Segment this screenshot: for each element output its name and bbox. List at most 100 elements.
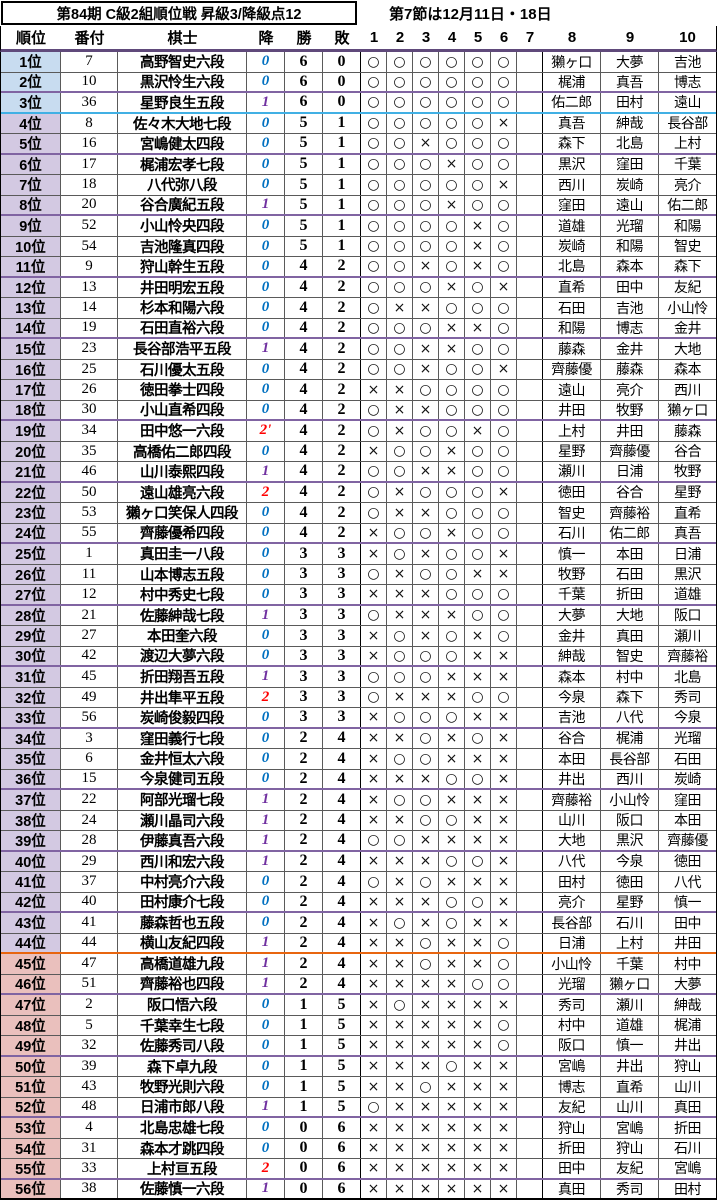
number-cell: 1	[61, 544, 118, 564]
round-9-opponent: 井出	[601, 1056, 659, 1076]
loss-mark: ×	[419, 1160, 432, 1177]
loss-mark: ×	[367, 1160, 380, 1177]
wins-value: 5	[299, 155, 308, 173]
loss-mark: ×	[419, 853, 432, 870]
wins-value: 2	[299, 913, 308, 931]
win-mark: ○	[471, 115, 484, 132]
loss-mark: ×	[419, 689, 432, 706]
round-1-result: ○	[361, 154, 387, 174]
round-1-result: ○	[361, 872, 387, 892]
loss-mark: ×	[445, 156, 458, 173]
round-4-result: ○	[439, 421, 465, 441]
opponent-name: 道雄	[674, 588, 702, 604]
round-6-result: ×	[491, 1118, 517, 1138]
rank-cell: 18位	[1, 400, 61, 419]
demotion-points: 0	[261, 647, 270, 664]
demotion-points: 0	[261, 114, 270, 131]
loss-mark: ×	[471, 1017, 484, 1034]
loss-mark: ×	[497, 709, 510, 726]
round-9-opponent: 星野	[601, 892, 659, 911]
player-name: 上村亘五段	[147, 1161, 218, 1178]
round-7-result	[517, 933, 543, 952]
win-mark: ○	[419, 730, 432, 747]
loss-mark: ×	[497, 1160, 510, 1177]
demotion-points: 1	[261, 668, 270, 685]
wins-value: 4	[299, 257, 308, 275]
round-1-result: ○	[361, 236, 387, 256]
round-2-result: ×	[387, 400, 413, 419]
number-cell: 20	[61, 195, 118, 214]
win-mark: ○	[367, 484, 380, 501]
wins-cell: 1	[285, 1015, 323, 1035]
player-name: 徳田拳士四段	[140, 383, 225, 400]
round-2-result: ×	[387, 605, 413, 625]
losses-value: 2	[337, 318, 346, 336]
round-3-result: ○	[413, 380, 439, 400]
opponent-name: 井田	[674, 936, 702, 952]
win-mark: ○	[445, 504, 458, 521]
round-3-result: ×	[413, 462, 439, 481]
round-6-result: ×	[491, 790, 517, 810]
round-4-result: ○	[439, 400, 465, 419]
number-cell: 31	[61, 1138, 118, 1158]
demotion-points: 0	[261, 73, 270, 90]
loss-mark: ×	[471, 709, 484, 726]
wins-cell: 2	[285, 769, 323, 788]
wins-cell: 2	[285, 954, 323, 974]
wins-value: 5	[299, 175, 308, 193]
demotion-cell: 1	[247, 195, 285, 214]
losses-cell: 6	[323, 1138, 361, 1158]
table-row: 46位 51 齊藤裕也四段 1 2 4 × × × × ○ ○ 光瑠 獺ヶ口 大夢	[1, 974, 716, 995]
loss-mark: ×	[367, 750, 380, 767]
loss-mark: ×	[419, 1058, 432, 1075]
round-9-opponent: 井田	[601, 421, 659, 441]
opponent-name: 八代	[616, 711, 644, 727]
opponent-name: 田村	[616, 96, 644, 112]
player-name: 阪口悟六段	[147, 998, 218, 1015]
round-1-result: ○	[361, 113, 387, 133]
opponent-name: 博志	[616, 321, 644, 337]
round-10-opponent: 井出	[659, 1036, 716, 1055]
losses-cell: 2	[323, 277, 361, 297]
round-8-opponent: 遠山	[543, 380, 601, 400]
wins-cell: 2	[285, 872, 323, 892]
round-9-opponent: 田村	[601, 93, 659, 112]
losses-cell: 2	[323, 318, 361, 337]
win-mark: ○	[419, 238, 432, 255]
demotion-cell: 0	[247, 913, 285, 933]
table-row: 35位 6 金井恒太六段 0 2 4 × ○ ○ × × × 本田 長谷部 石田	[1, 749, 716, 770]
win-mark: ○	[497, 1037, 510, 1054]
loss-mark: ×	[419, 1140, 432, 1157]
round-2-result: ○	[387, 544, 413, 564]
round-1-result: ○	[361, 687, 387, 707]
round-6-result: ○	[491, 257, 517, 276]
loss-mark: ×	[367, 1017, 380, 1034]
round-7-result	[517, 1056, 543, 1076]
win-mark: ○	[445, 217, 458, 234]
number-label: 50	[81, 483, 97, 500]
win-mark: ○	[393, 647, 406, 664]
rank-cell: 11位	[1, 257, 61, 276]
wins-value: 2	[299, 933, 308, 951]
round-5-result: ×	[465, 810, 491, 830]
round-7-result	[517, 359, 543, 379]
rank-label: 16位	[15, 362, 46, 379]
table-row: 24位 55 齊藤優希四段 0 4 2 × ○ ○ × ○ ○ 石川 佑二郎 真吾	[1, 523, 716, 544]
number-cell: 17	[61, 154, 118, 174]
loss-mark: ×	[471, 1098, 484, 1115]
round-3-result: ○	[413, 421, 439, 441]
player-name: 田村康介七段	[140, 895, 225, 911]
losses-cell: 4	[323, 872, 361, 892]
demotion-cell: 0	[247, 728, 285, 748]
wins-cell: 3	[285, 667, 323, 687]
win-mark: ○	[497, 319, 510, 336]
round-3-result: ×	[413, 913, 439, 933]
table-row: 3位 36 星野良生五段 1 6 0 ○ ○ ○ ○ ○ ○ 佑二郎 田村 遠山	[1, 93, 716, 114]
round-4-result: ○	[439, 72, 465, 91]
win-mark: ○	[393, 73, 406, 90]
player-name: 千葉幸生七段	[140, 1018, 225, 1035]
round-9-opponent: 紳哉	[601, 113, 659, 133]
losses-value: 6	[337, 1159, 346, 1177]
round-5-result: ○	[465, 134, 491, 153]
player-name: 星野良生五段	[140, 95, 225, 112]
